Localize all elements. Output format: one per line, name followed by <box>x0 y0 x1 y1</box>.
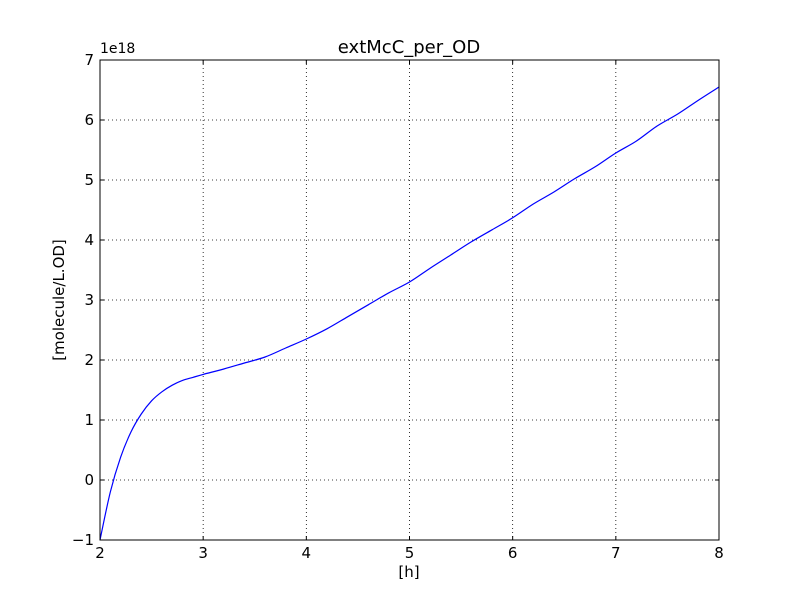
x-tick-label: 5 <box>405 544 415 562</box>
y-tick-label: 6 <box>84 111 94 129</box>
x-tick-label: 3 <box>198 544 208 562</box>
y-tick-label: 3 <box>84 291 94 309</box>
grid <box>100 60 719 540</box>
y-tick-label: 7 <box>84 51 94 69</box>
ticks: 2 3 4 5 6 7 8 −1 0 1 2 3 4 5 6 7 <box>72 51 724 562</box>
x-tick-label: 7 <box>611 544 621 562</box>
x-tick-label: 6 <box>508 544 518 562</box>
x-tick-label: 4 <box>302 544 312 562</box>
y-tick-label: 4 <box>84 231 94 249</box>
series-layer <box>99 86 720 541</box>
y-tick-label: 0 <box>84 471 94 489</box>
chart-title: extMcC_per_OD <box>338 37 480 58</box>
x-axis-label: [h] <box>398 563 419 581</box>
y-axis-label: [molecule/L.OD] <box>50 239 68 361</box>
y-tick-label: 1 <box>84 411 94 429</box>
y-tick-label: −1 <box>72 531 94 549</box>
series-line <box>99 86 720 541</box>
y-tick-label: 2 <box>84 351 94 369</box>
y-offset-label: 1e18 <box>100 41 135 57</box>
y-tick-label: 5 <box>84 171 94 189</box>
x-tick-label: 2 <box>95 544 105 562</box>
x-tick-label: 8 <box>714 544 724 562</box>
